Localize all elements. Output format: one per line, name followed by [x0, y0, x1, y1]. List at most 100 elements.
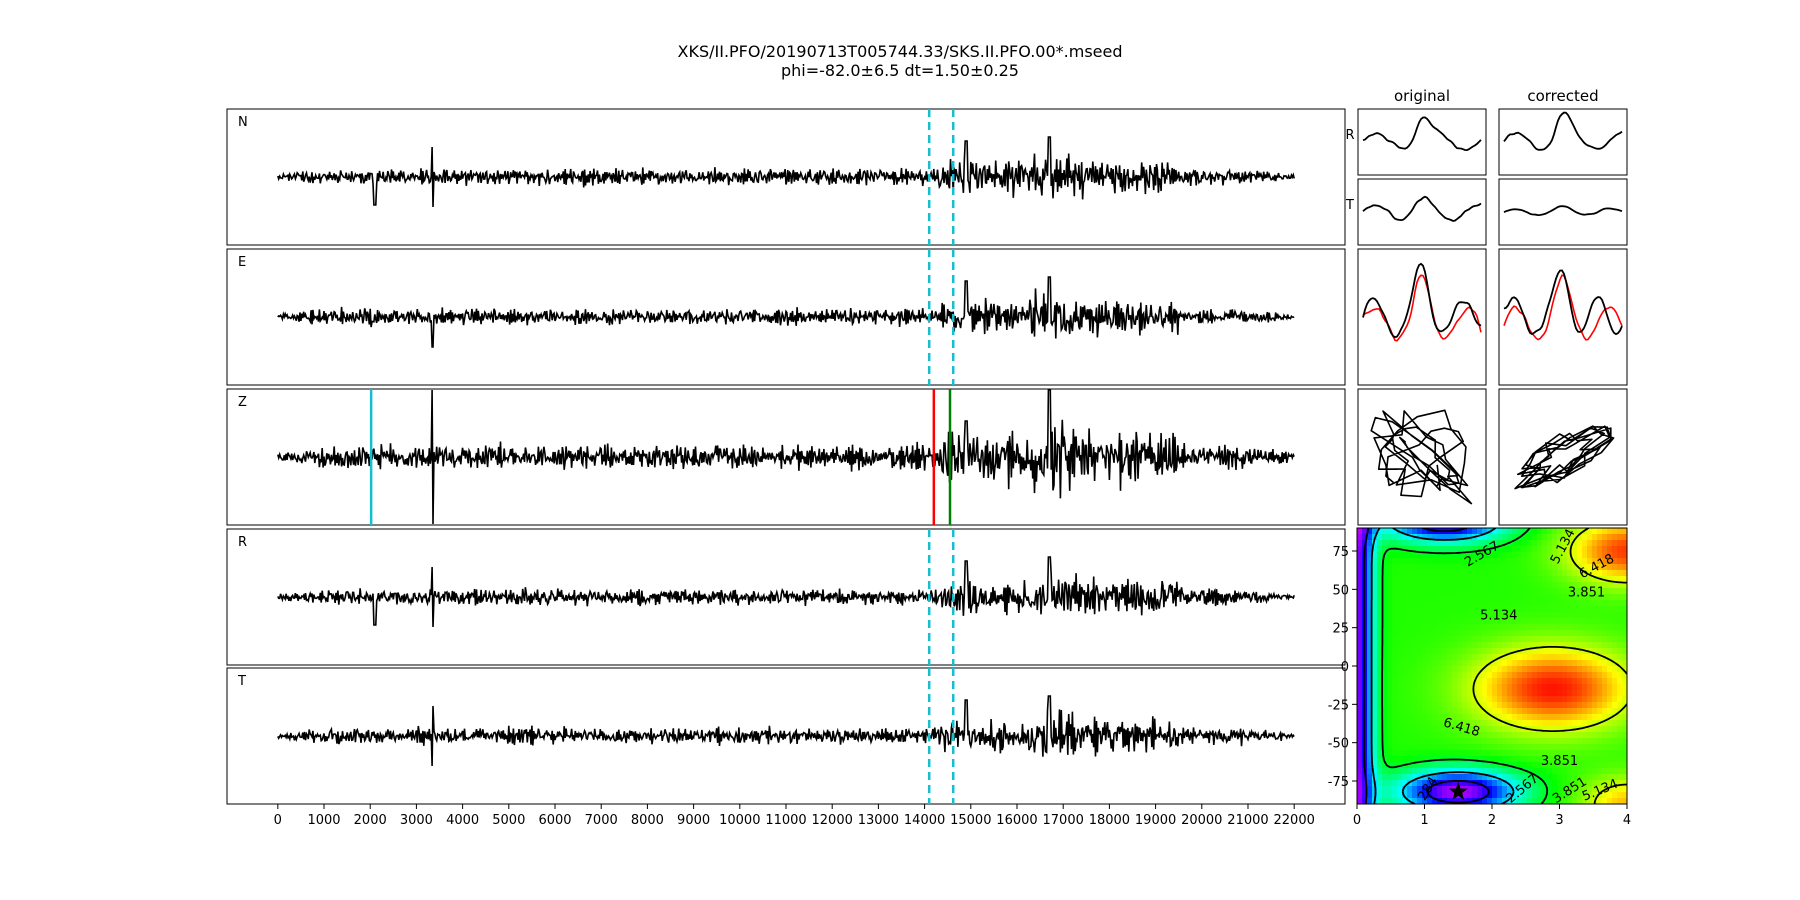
heatmap-cell: [1472, 570, 1478, 577]
heatmap-cell: [1427, 708, 1433, 715]
heatmap-cell: [1457, 618, 1463, 625]
heatmap-cell: [1572, 654, 1578, 661]
heatmap-cell: [1572, 648, 1578, 655]
heatmap-cell: [1487, 774, 1493, 781]
heatmap-cell: [1552, 666, 1558, 673]
heatmap-cell: [1472, 726, 1478, 733]
heatmap-cell: [1597, 744, 1603, 751]
heatmap-cell: [1467, 714, 1473, 721]
heatmap-cell: [1502, 534, 1508, 541]
heatmap-cell: [1492, 768, 1498, 775]
heatmap-cell: [1422, 786, 1428, 793]
heatmap-cell: [1467, 768, 1473, 775]
heatmap-cell: [1547, 582, 1553, 589]
heatmap-cell: [1612, 732, 1618, 739]
heatmap-cell: [1402, 660, 1408, 667]
heatmap-cell: [1557, 654, 1563, 661]
heatmap-cell: [1452, 726, 1458, 733]
heatmap-cell: [1407, 714, 1413, 721]
heatmap-cell: [1447, 582, 1453, 589]
heatmap-cell: [1377, 756, 1383, 763]
heatmap-cell: [1482, 660, 1488, 667]
heatmap-cell: [1417, 672, 1423, 679]
heatmap-cell: [1462, 570, 1468, 577]
heatmap-cell: [1562, 558, 1568, 565]
heatmap-cell: [1577, 756, 1583, 763]
heatmap-cell: [1442, 558, 1448, 565]
heatmap-cell: [1552, 654, 1558, 661]
heatmap-cell: [1572, 636, 1578, 643]
heatmap-cell: [1487, 726, 1493, 733]
heatmap-cell: [1467, 684, 1473, 691]
panel-label: T: [237, 674, 246, 689]
heatmap-cell: [1427, 684, 1433, 691]
heatmap-cell: [1622, 570, 1627, 577]
heatmap-cell: [1507, 534, 1513, 541]
heatmap-cell: [1622, 660, 1627, 667]
heatmap-cell: [1517, 582, 1523, 589]
heatmap-cell: [1557, 600, 1563, 607]
heatmap-cell: [1592, 534, 1598, 541]
heatmap-cell: [1467, 606, 1473, 613]
heatmap-cell: [1607, 750, 1613, 757]
heatmap-cell: [1607, 786, 1613, 793]
heatmap-cell: [1422, 744, 1428, 751]
heatmap-cell: [1557, 546, 1563, 553]
panel-label: N: [238, 115, 248, 130]
heatmap-cell: [1407, 570, 1413, 577]
heatmap-cell: [1412, 648, 1418, 655]
heatmap-cell: [1452, 768, 1458, 775]
heatmap-cell: [1442, 642, 1448, 649]
heatmap-cell: [1392, 588, 1398, 595]
heatmap-cell: [1582, 750, 1588, 757]
heatmap-cell: [1572, 768, 1578, 775]
heatmap-cell: [1612, 726, 1618, 733]
heatmap-cell: [1462, 528, 1468, 535]
heatmap-cell: [1382, 774, 1388, 781]
heatmap-cell: [1487, 648, 1493, 655]
figure-title-line2: phi=-82.0±6.5 dt=1.50±0.25: [781, 61, 1019, 80]
heatmap-cell: [1527, 546, 1533, 553]
heatmap-cell: [1507, 600, 1513, 607]
heatmap-cell: [1427, 618, 1433, 625]
heatmap-cell: [1467, 570, 1473, 577]
heatmap-cell: [1367, 588, 1373, 595]
heatmap-cell: [1567, 798, 1573, 804]
heatmap-cell: [1592, 546, 1598, 553]
heatmap-cell: [1472, 744, 1478, 751]
heatmap-cell: [1367, 756, 1373, 763]
heatmap-cell: [1412, 558, 1418, 565]
heatmap-cell: [1602, 702, 1608, 709]
heatmap-cell: [1592, 588, 1598, 595]
heatmap-cell: [1367, 702, 1373, 709]
heatmap-cell: [1372, 732, 1378, 739]
heatmap-cell: [1557, 606, 1563, 613]
heatmap-cell: [1427, 798, 1433, 804]
heatmap-cell: [1407, 732, 1413, 739]
heatmap-cell: [1447, 708, 1453, 715]
heatmap-cell: [1472, 642, 1478, 649]
heatmap-cell: [1502, 564, 1508, 571]
heatmap-cell: [1382, 690, 1388, 697]
heatmap-cell: [1487, 768, 1493, 775]
heatmap-cell: [1592, 564, 1598, 571]
heatmap-cell: [1612, 570, 1618, 577]
heatmap-cell: [1542, 600, 1548, 607]
heatmap-cell: [1492, 576, 1498, 583]
heatmap-cell: [1547, 666, 1553, 673]
heatmap-cell: [1427, 606, 1433, 613]
heatmap-cell: [1512, 528, 1518, 535]
heatmap-cell: [1447, 744, 1453, 751]
heatmap-cell: [1367, 780, 1373, 787]
heatmap-cell: [1472, 732, 1478, 739]
heatmap-cell: [1422, 594, 1428, 601]
heatmap-cell: [1442, 774, 1448, 781]
heatmap-cell: [1407, 558, 1413, 565]
heatmap-cell: [1562, 654, 1568, 661]
heatmap-cell: [1447, 618, 1453, 625]
heatmap-cell: [1397, 690, 1403, 697]
heatmap-cell: [1402, 786, 1408, 793]
heatmap-cell: [1367, 558, 1373, 565]
heatmap-cell: [1482, 600, 1488, 607]
heatmap-cell: [1487, 552, 1493, 559]
